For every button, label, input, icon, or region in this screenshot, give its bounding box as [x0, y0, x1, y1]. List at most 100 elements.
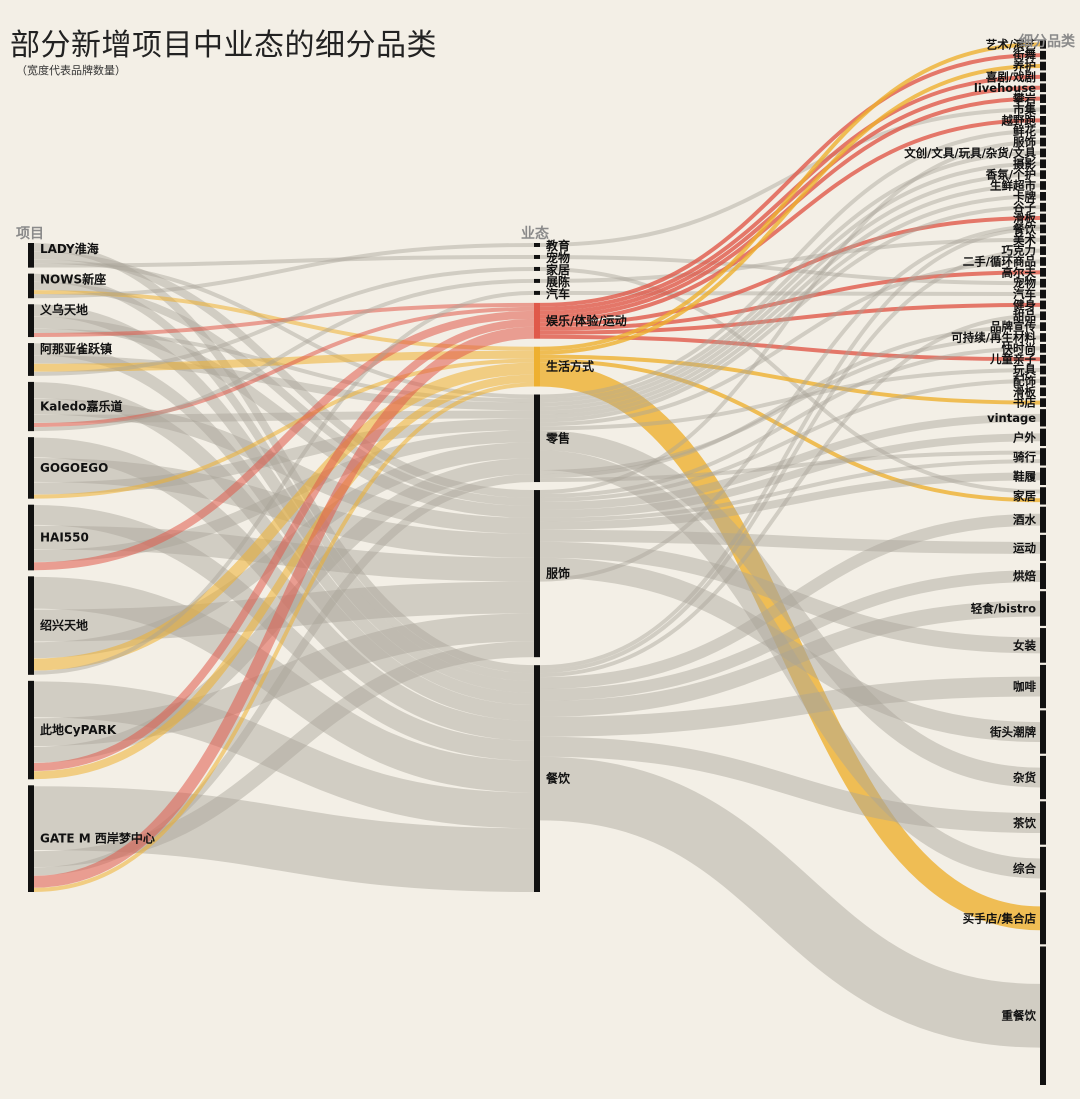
category-label: 街头潮牌	[989, 725, 1036, 739]
category-node	[1040, 591, 1046, 626]
column-header-projects: 项目	[16, 226, 44, 242]
category-node	[1040, 448, 1046, 466]
format-node	[534, 243, 540, 247]
category-label: 烘焙	[1013, 569, 1036, 583]
project-label: 此地CyPARK	[40, 722, 117, 737]
category-label: 餐饮	[1012, 222, 1036, 236]
category-label: 玩具	[1013, 363, 1036, 377]
link-format-category	[539, 64, 1041, 355]
link-project-format	[33, 681, 535, 829]
category-label: 书店	[1013, 396, 1036, 410]
format-label: 服饰	[546, 566, 570, 581]
category-node	[1040, 235, 1046, 245]
category-label: 巧克力	[1002, 244, 1037, 258]
format-label: 餐饮	[546, 771, 571, 786]
category-node	[1040, 354, 1046, 364]
category-node	[1040, 268, 1046, 277]
category-label: livehouse	[974, 81, 1036, 95]
category-label: 宠物	[1013, 276, 1036, 290]
link-project-format	[33, 374, 535, 780]
link-format-category	[539, 118, 1041, 323]
format-node	[534, 665, 540, 892]
link-format-category	[539, 529, 1041, 554]
link-format-category	[539, 450, 1041, 483]
link-format-category	[539, 53, 1041, 307]
category-node	[1040, 278, 1046, 288]
link-format-category	[539, 513, 1041, 690]
link-format-category	[539, 248, 1041, 674]
link-project-format	[33, 243, 535, 299]
project-node	[28, 381, 34, 432]
category-label: 酒水	[1013, 513, 1036, 527]
category-node	[1040, 409, 1046, 427]
category-label: 女装	[1013, 638, 1036, 652]
link-project-format	[33, 418, 535, 495]
category-node	[1040, 387, 1046, 397]
link-project-format	[33, 786, 535, 893]
sankey-nodes	[28, 40, 1046, 1085]
category-label: 重餐饮	[1002, 1009, 1037, 1023]
link-project-format	[33, 437, 535, 741]
project-label: 义乌天地	[39, 302, 88, 317]
link-project-format	[33, 355, 535, 411]
project-node	[28, 273, 34, 299]
category-label: 攀岩	[1012, 92, 1036, 106]
link-format-category	[539, 430, 1041, 788]
link-project-format	[33, 273, 535, 682]
category-node	[1040, 116, 1046, 125]
format-label: 宠物	[546, 250, 570, 265]
category-node	[1040, 710, 1046, 754]
category-node	[1040, 181, 1046, 190]
category-node	[1040, 257, 1046, 266]
category-label: 文创/文具/玩具/杂货/文具	[904, 146, 1036, 160]
link-format-category	[539, 736, 1041, 833]
link-format-category	[539, 85, 1041, 315]
category-label: 杂货	[1013, 771, 1036, 785]
project-node	[28, 680, 34, 780]
format-node	[534, 394, 540, 483]
link-format-category	[539, 150, 1041, 403]
category-label: 滑板	[1013, 211, 1036, 225]
link-project-format	[33, 281, 535, 506]
category-node	[1040, 300, 1046, 310]
project-node	[28, 576, 34, 675]
category-label: 鲜花	[1013, 124, 1036, 138]
category-node	[1040, 892, 1046, 945]
chart-subtitle: （宽度代表品牌数量）	[16, 64, 126, 77]
project-node	[28, 343, 34, 376]
category-node	[1040, 365, 1046, 375]
format-node	[534, 490, 540, 658]
format-node	[534, 346, 540, 387]
category-node	[1040, 40, 1046, 49]
category-label: 配饰	[1013, 374, 1036, 388]
category-label: 谷子	[1013, 200, 1036, 214]
link-project-format	[33, 613, 535, 747]
project-label: GATE M 西岸梦中心	[40, 831, 155, 846]
category-node	[1040, 628, 1046, 663]
category-label: 鞋履	[1013, 469, 1036, 483]
category-label: 户外	[1013, 430, 1036, 444]
category-node	[1040, 105, 1046, 114]
category-node	[1040, 137, 1046, 147]
link-format-category	[539, 74, 1041, 311]
category-label: 滑板	[1013, 385, 1036, 399]
category-label: 茶饮	[1012, 816, 1036, 830]
link-format-category	[539, 413, 1041, 510]
link-project-format	[33, 525, 535, 582]
link-format-category	[539, 205, 1041, 423]
link-format-category	[539, 140, 1041, 495]
link-project-format	[33, 302, 535, 338]
category-label: 卡牌	[1013, 189, 1036, 203]
category-node	[1040, 333, 1046, 342]
format-node	[534, 266, 540, 271]
format-node	[534, 278, 540, 283]
link-format-category	[539, 183, 1041, 415]
category-label: 摄影	[1013, 157, 1036, 171]
link-format-category	[539, 541, 1041, 654]
category-node	[1040, 506, 1046, 533]
link-format-category	[539, 161, 1041, 407]
category-label: 家居	[1013, 489, 1036, 503]
link-format-category	[539, 362, 1041, 931]
category-node	[1040, 94, 1046, 103]
link-format-category	[539, 756, 1041, 1048]
